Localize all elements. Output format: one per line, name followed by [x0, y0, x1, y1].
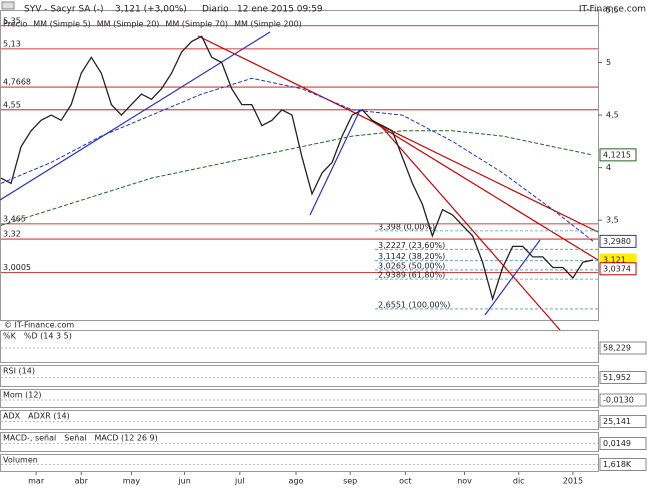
- x-tick-label: abr: [75, 477, 89, 486]
- x-tick-label: mar: [28, 477, 45, 486]
- x-tick-label: jun: [177, 477, 190, 486]
- legend-entry: MM (Simple 5): [33, 20, 91, 29]
- x-tick-label: jul: [234, 477, 245, 486]
- indicator-value: 51,952: [603, 373, 631, 382]
- indicator-panel: [0, 410, 599, 430]
- trend-lines: [0, 31, 599, 331]
- last-value-label: 4,1215: [603, 150, 631, 159]
- x-tick-label: nov: [457, 477, 472, 486]
- indicator-panel: [0, 365, 599, 387]
- price-line: [0, 77, 594, 242]
- fib-label: 3,1142 (38,20%): [378, 252, 445, 261]
- indicator-panel: [0, 432, 599, 452]
- y-tick-label: 5,5: [606, 6, 619, 15]
- y-tick-label: 4,5: [606, 111, 619, 120]
- watermark: © IT-Finance.com: [4, 321, 74, 330]
- indicator-label: MACD-, señal: [3, 434, 56, 443]
- level-label: 5,13: [3, 39, 21, 48]
- last-value-box: [599, 262, 637, 276]
- indicator-label: %D (14 3 5): [24, 332, 72, 341]
- x-tick-label: may: [123, 477, 141, 486]
- indicator-label: ADXR (14): [28, 412, 70, 421]
- y-tick-label: 4: [606, 163, 611, 172]
- indicator-label: %K: [3, 332, 17, 341]
- title: SYV - Sacyr SA (-): [24, 5, 104, 15]
- x-tick-label: ago: [289, 477, 304, 486]
- legend-entry: MM (Simple 70): [165, 20, 228, 29]
- fib-label: 2,9389 (61,80%): [378, 271, 445, 280]
- indicator-value: 25,141: [603, 417, 631, 426]
- last-value-box: [599, 234, 637, 248]
- price-line: [0, 35, 594, 302]
- fib-label: 3,0265 (50,00%): [378, 261, 445, 270]
- level-label: 5,35: [3, 16, 21, 25]
- fib-label: 2,6551 (100,00%): [378, 300, 450, 309]
- indicator-value: 0,0149: [603, 439, 631, 448]
- indicator-value-box: [599, 393, 647, 407]
- level-label: 3,465: [3, 214, 26, 223]
- level-label: 4,55: [3, 100, 21, 109]
- last-value-box: [599, 148, 637, 162]
- period: Diario: [202, 5, 229, 15]
- indicator-value-box: [599, 458, 647, 471]
- legend-entry: Precio: [3, 20, 27, 29]
- level-label: 3,0005: [3, 263, 31, 272]
- brand: IT-Finance.com: [579, 5, 646, 15]
- indicator-label: Mom (12): [3, 391, 42, 400]
- indicator-value-box: [599, 415, 647, 428]
- last-value-label: 3,121: [603, 255, 626, 264]
- level-label: 4,7668: [3, 78, 31, 87]
- indicator-panel: [0, 330, 599, 363]
- fib-label: 3,2227 (23,60%): [378, 241, 445, 250]
- indicator-label: MACD (12 26 9): [94, 434, 157, 443]
- legend-entry: MM (Simple 200): [234, 20, 302, 29]
- indicator-label: RSI (14): [3, 367, 35, 376]
- last-value-label: 3,0374: [603, 264, 631, 273]
- y-tick-label: 5: [606, 58, 611, 67]
- indicator-value: 1,618K: [603, 460, 632, 469]
- level-label: 3,32: [3, 230, 21, 239]
- indicator-value-box: [599, 341, 647, 355]
- x-tick-label: dic: [513, 477, 525, 486]
- indicator-panel: [0, 389, 599, 408]
- price-line: [0, 130, 594, 226]
- x-tick-label: sep: [343, 477, 357, 486]
- indicator-label: Señal: [64, 434, 86, 443]
- timestamp: 12 ene 2015 09:59: [237, 5, 323, 15]
- indicator-value: -0,0130: [603, 396, 634, 405]
- indicator-panel: [0, 454, 599, 472]
- indicator-value-box: [599, 437, 647, 450]
- indicator-value: 58,229: [603, 344, 631, 353]
- last-value-label: 3,2980: [603, 237, 631, 246]
- price-frame: [0, 10, 599, 321]
- indicator-label: Volumen: [3, 456, 38, 465]
- indicator-value-box: [599, 371, 647, 384]
- x-tick-label: 2015: [563, 477, 583, 486]
- y-tick-label: 3,5: [606, 216, 619, 225]
- menu-icon[interactable]: [1, 1, 15, 10]
- quote: 3,121 (+3,00%): [115, 5, 187, 15]
- fib-label: 3,398 (0,00%): [378, 222, 435, 231]
- indicator-label: ADX: [3, 412, 21, 421]
- legend-entry: MM (Simple 20): [97, 20, 160, 29]
- x-tick-label: oct: [399, 477, 411, 486]
